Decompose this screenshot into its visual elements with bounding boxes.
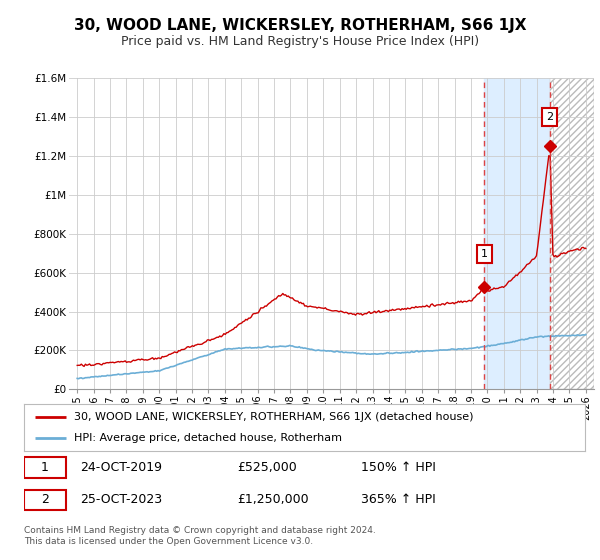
Text: HPI: Average price, detached house, Rotherham: HPI: Average price, detached house, Roth… (74, 433, 343, 444)
Text: 25-OCT-2023: 25-OCT-2023 (80, 493, 162, 506)
Text: 30, WOOD LANE, WICKERSLEY, ROTHERHAM, S66 1JX (detached house): 30, WOOD LANE, WICKERSLEY, ROTHERHAM, S6… (74, 412, 474, 422)
FancyBboxPatch shape (24, 489, 66, 510)
Text: 24-OCT-2019: 24-OCT-2019 (80, 461, 162, 474)
FancyBboxPatch shape (24, 458, 66, 478)
Text: 2: 2 (547, 112, 553, 122)
Text: 150% ↑ HPI: 150% ↑ HPI (361, 461, 436, 474)
Text: Contains HM Land Registry data © Crown copyright and database right 2024.
This d: Contains HM Land Registry data © Crown c… (24, 526, 376, 546)
Text: 30, WOOD LANE, WICKERSLEY, ROTHERHAM, S66 1JX: 30, WOOD LANE, WICKERSLEY, ROTHERHAM, S6… (74, 18, 526, 33)
Text: 1: 1 (481, 249, 488, 259)
Bar (550, 78, 594, 389)
Text: Price paid vs. HM Land Registry's House Price Index (HPI): Price paid vs. HM Land Registry's House … (121, 35, 479, 48)
Text: 2: 2 (41, 493, 49, 506)
Text: 1: 1 (41, 461, 49, 474)
Text: £1,250,000: £1,250,000 (237, 493, 309, 506)
Text: £525,000: £525,000 (237, 461, 297, 474)
Text: 365% ↑ HPI: 365% ↑ HPI (361, 493, 436, 506)
Bar (484, 78, 550, 389)
Bar (550, 78, 594, 389)
